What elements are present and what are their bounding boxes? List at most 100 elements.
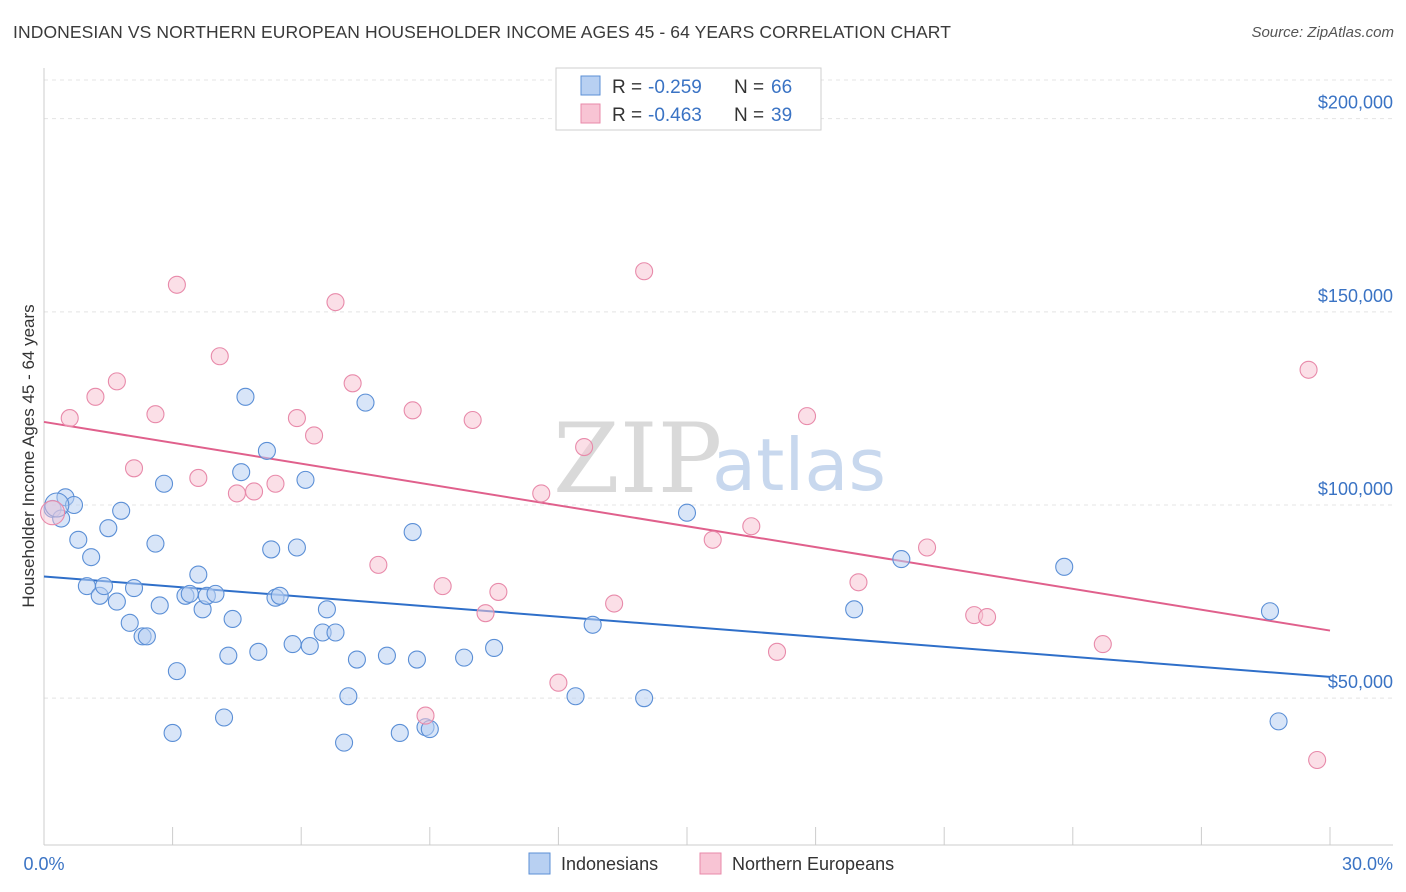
- data-point-s0-45: [339, 687, 358, 706]
- legend-n-value-1: 66: [771, 77, 792, 98]
- data-point-s1-32: [849, 573, 868, 592]
- data-point-s1-26: [605, 594, 624, 613]
- data-point-s0-58: [635, 689, 654, 708]
- data-point-s1-20: [463, 410, 482, 430]
- legend-n-label-1: N =: [734, 77, 764, 98]
- legend-swatch-indonesians: [580, 75, 601, 96]
- data-point-s0-61: [892, 550, 911, 569]
- legend-n-value-2: 39: [771, 105, 792, 126]
- data-point-s0-36: [270, 586, 289, 605]
- legend-r-value-2: -0.463: [648, 105, 702, 126]
- data-point-s1-29: [742, 517, 761, 536]
- data-point-s1-27: [635, 262, 654, 281]
- data-point-s0-19: [163, 723, 182, 743]
- data-point-s1-22: [489, 582, 508, 601]
- data-point-s1-2: [86, 387, 105, 406]
- legend-swatch-northern-europeans: [580, 103, 601, 124]
- data-point-s1-28: [703, 530, 722, 549]
- data-point-s0-22: [180, 584, 199, 603]
- x-tick-label-1: 30.0%: [1342, 854, 1393, 874]
- data-point-s1-30: [767, 642, 787, 661]
- y-tick-label-3: $200,000: [1318, 93, 1393, 113]
- source-attribution: Source: ZipAtlas.com: [1251, 24, 1394, 41]
- data-point-s1-9: [227, 484, 246, 503]
- data-point-s0-26: [206, 584, 225, 603]
- data-point-s0-49: [390, 723, 409, 743]
- data-point-s0-32: [249, 642, 268, 661]
- series-legend-label-northern-europeans: Northern Europeans: [732, 854, 894, 874]
- axes: [43, 68, 1393, 846]
- data-point-s0-5: [82, 548, 101, 567]
- data-point-s1-23: [532, 484, 551, 503]
- data-point-s0-62: [1055, 557, 1074, 576]
- data-point-s1-35: [978, 607, 997, 627]
- data-points: [40, 262, 1327, 770]
- data-point-s0-20: [167, 662, 186, 681]
- data-point-s0-43: [326, 623, 345, 642]
- legend-r-label-2: R =: [612, 105, 642, 126]
- legend-r-label-1: R =: [612, 77, 642, 98]
- data-point-s0-33: [257, 441, 276, 460]
- data-point-s1-12: [287, 409, 306, 428]
- data-point-s1-8: [210, 347, 229, 366]
- data-point-s1-31: [797, 407, 817, 426]
- legend-n-label-2: N =: [734, 105, 764, 126]
- data-point-s0-4: [69, 530, 88, 549]
- trend-line-1: [43, 420, 1331, 632]
- data-point-s0-27: [214, 708, 234, 727]
- data-point-s0-13: [124, 579, 144, 598]
- data-point-s0-40: [300, 636, 319, 656]
- data-point-s0-44: [335, 733, 354, 752]
- data-point-s1-3: [107, 372, 126, 391]
- data-point-s1-13: [305, 426, 324, 445]
- data-point-s0-16: [146, 534, 165, 553]
- data-point-s0-51: [407, 650, 426, 669]
- data-point-s0-46: [347, 650, 366, 669]
- watermark-zip: ZIP: [553, 403, 722, 515]
- watermark-atlas: atlas: [712, 423, 886, 507]
- data-point-s1-4: [124, 459, 144, 478]
- data-point-s0-55: [485, 638, 504, 658]
- data-point-s0-47: [356, 393, 375, 412]
- data-point-s0-60: [845, 600, 864, 619]
- data-point-s1-19: [433, 577, 452, 596]
- legend-r-value-1: -0.259: [648, 77, 702, 98]
- data-point-s0-17: [150, 596, 169, 615]
- data-point-s1-38: [1308, 750, 1327, 770]
- data-point-s0-63: [1260, 602, 1280, 621]
- data-point-s1-0: [40, 500, 66, 526]
- data-point-s0-11: [112, 501, 131, 520]
- data-point-s1-25: [575, 437, 594, 457]
- x-tick-labels: 0.0% 30.0%: [23, 854, 1393, 874]
- data-point-s0-50: [403, 522, 422, 542]
- data-point-s0-65: [44, 492, 70, 518]
- series-legend: Indonesians Northern Europeans: [528, 852, 894, 875]
- correlation-legend: R = -0.259 N = 66 R = -0.463 N = 39: [555, 67, 822, 131]
- data-point-s0-10: [107, 592, 126, 611]
- data-point-s1-1: [60, 409, 79, 428]
- data-point-s1-17: [403, 401, 422, 420]
- data-point-s0-34: [262, 540, 281, 559]
- data-point-s0-59: [677, 503, 697, 522]
- y-tick-label-1: $100,000: [1318, 479, 1393, 499]
- y-tick-label-0: $50,000: [1328, 672, 1393, 692]
- y-axis-title: Householder Income Ages 45 - 64 years: [19, 304, 38, 607]
- y-tick-labels: $50,000 $100,000 $150,000 $200,000: [1318, 93, 1393, 693]
- data-point-s0-48: [377, 646, 396, 665]
- data-point-s0-56: [566, 687, 585, 706]
- data-point-s0-18: [154, 474, 174, 493]
- data-point-s1-36: [1093, 635, 1112, 654]
- data-point-s1-18: [416, 706, 435, 725]
- data-point-s0-31: [236, 387, 255, 406]
- data-point-s1-15: [343, 374, 362, 393]
- data-point-s0-3: [64, 495, 84, 515]
- data-point-s0-8: [94, 577, 114, 596]
- data-point-s1-21: [476, 604, 495, 623]
- data-point-s0-1: [52, 509, 71, 528]
- data-point-s1-37: [1299, 360, 1318, 379]
- data-point-s0-15: [137, 627, 156, 646]
- data-point-s1-33: [918, 538, 937, 557]
- data-point-s0-57: [583, 615, 602, 634]
- series-legend-swatch-northern-europeans: [699, 852, 722, 875]
